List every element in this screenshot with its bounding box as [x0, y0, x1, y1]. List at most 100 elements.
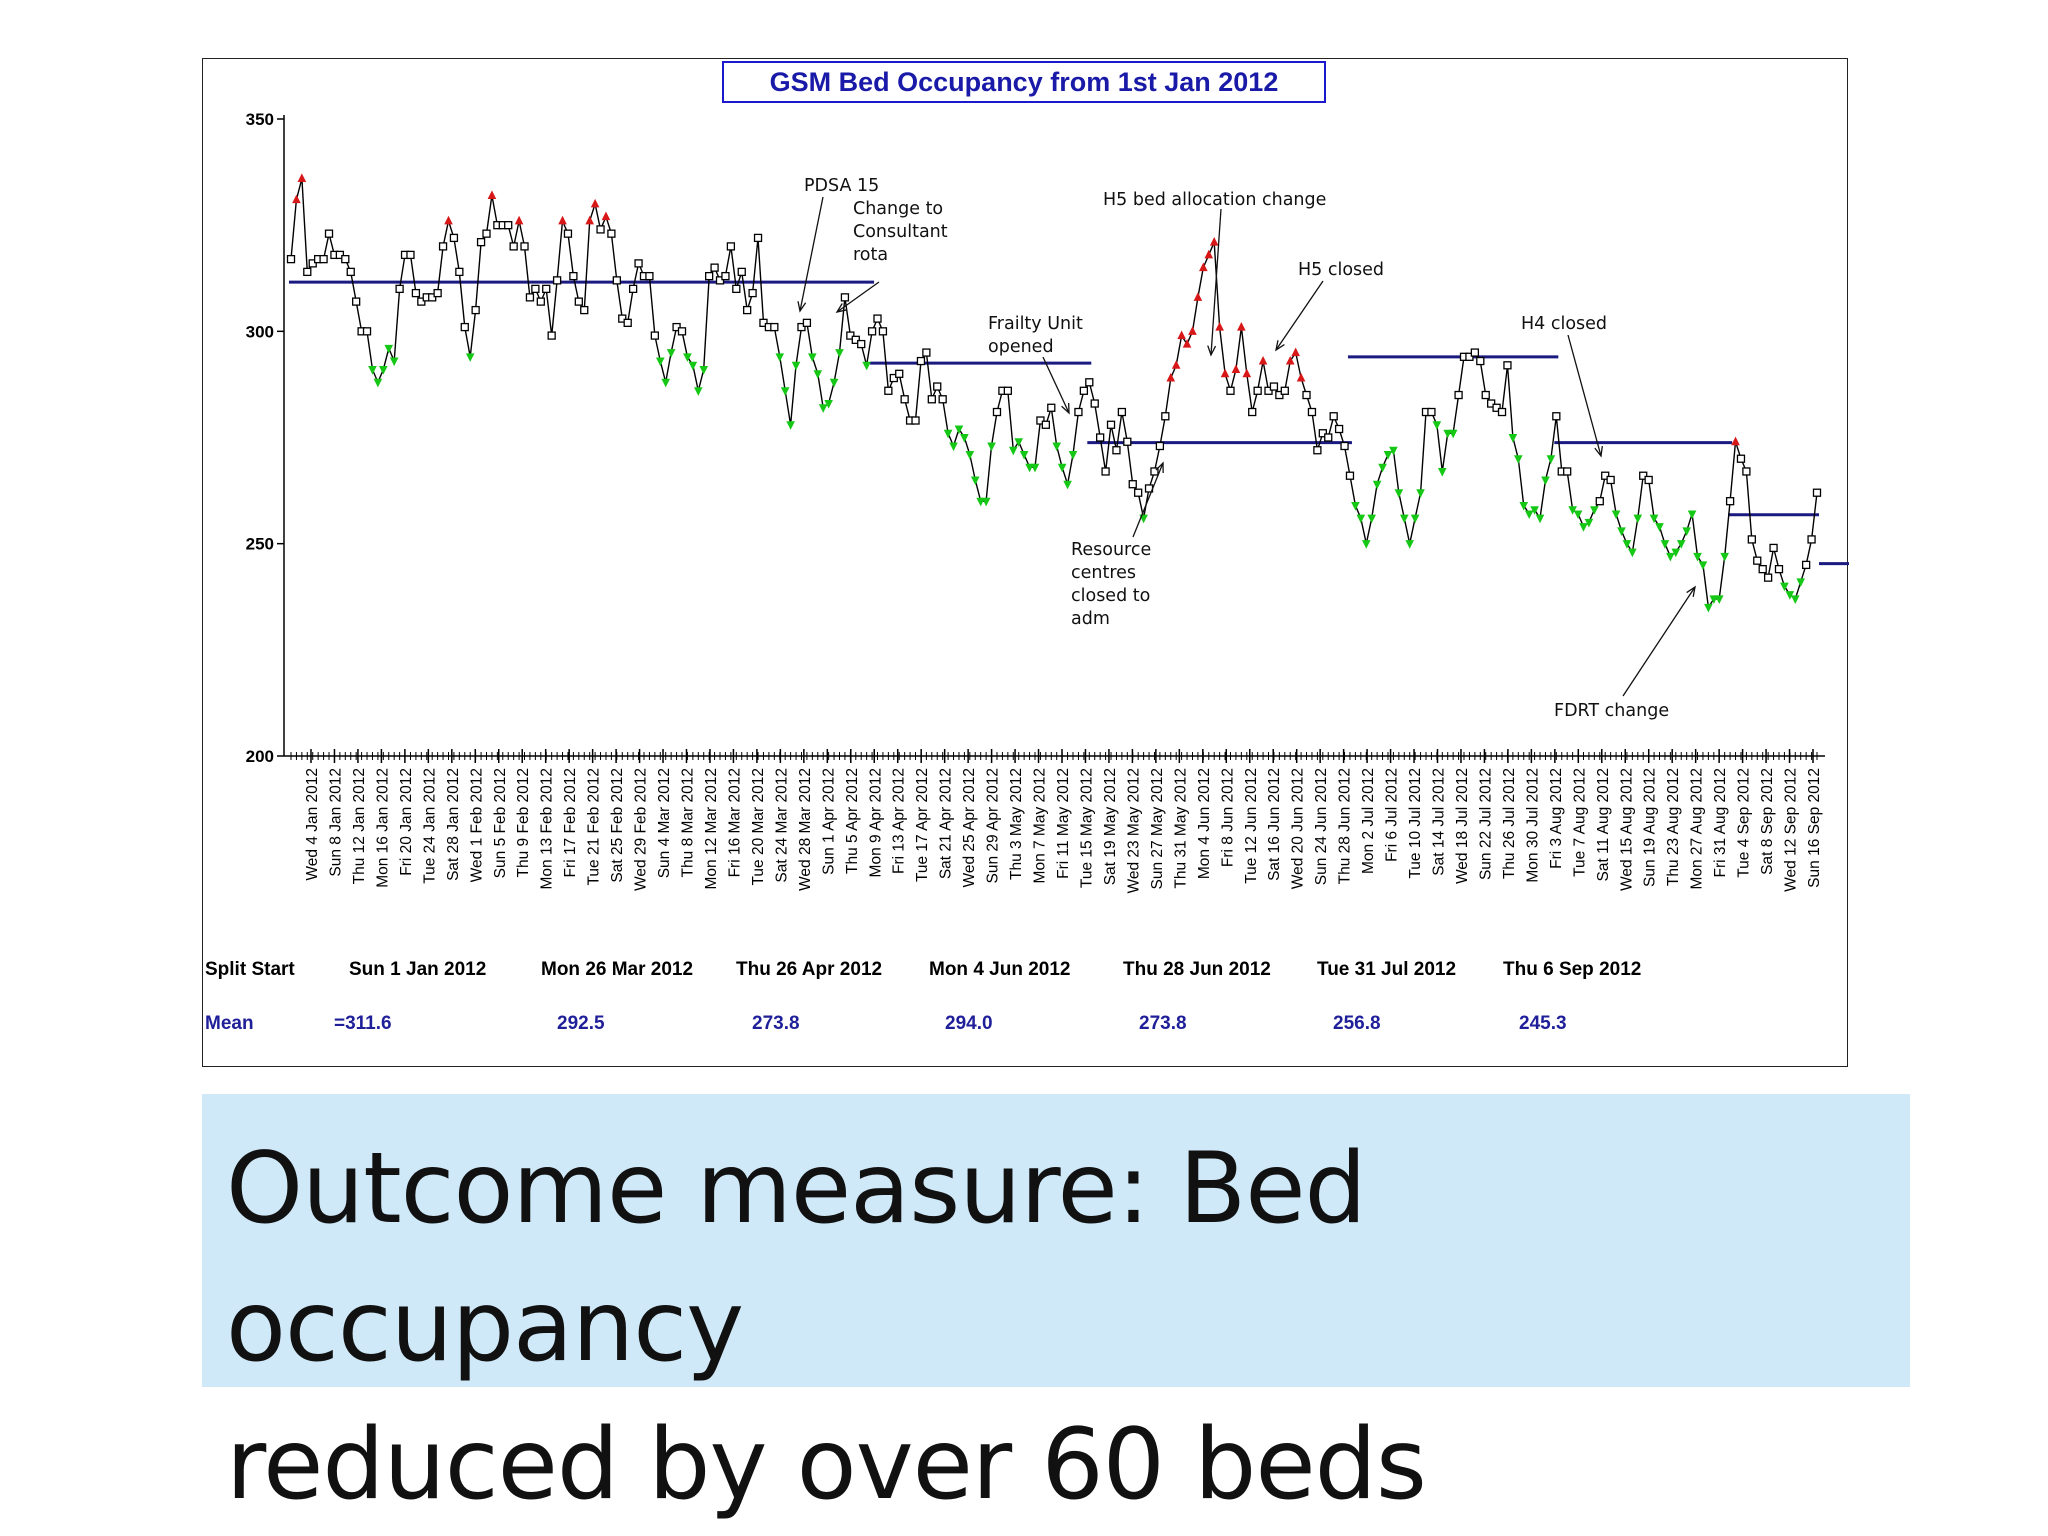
data-point	[1763, 573, 1773, 582]
data-point-low	[1579, 523, 1588, 532]
data-point-low	[1660, 540, 1670, 549]
data-point-low	[1790, 595, 1800, 604]
data-point	[406, 250, 415, 260]
data-point	[1801, 560, 1811, 570]
data-point-low	[368, 366, 377, 375]
data-point-low	[1628, 548, 1637, 558]
data-point	[873, 314, 882, 323]
x-tick-label: Tue 4 Sep 2012	[1736, 768, 1753, 878]
x-tick-label: Mon 13 Feb 2012	[539, 768, 556, 890]
x-tick-label: Wed 1 Feb 2012	[468, 768, 485, 882]
x-tick-label: Wed 25 Apr 2012	[961, 768, 978, 888]
series-markers	[286, 173, 1822, 613]
data-point	[1106, 420, 1116, 429]
data-point-low	[1405, 540, 1415, 549]
data-point-high	[1182, 338, 1192, 348]
data-point-low	[829, 378, 839, 388]
data-point-high	[1296, 372, 1306, 382]
data-point	[471, 305, 480, 315]
data-point	[324, 229, 334, 238]
x-tick-label: Sun 24 Jun 2012	[1313, 768, 1330, 885]
data-point	[449, 233, 459, 243]
annotations: PDSA 15 Change to Consultant rota Frailty Un…	[797, 176, 1696, 721]
caption-line-2: reduced by over 60 beds	[226, 1408, 1427, 1522]
x-tick-label: Fri 17 Feb 2012	[562, 768, 579, 877]
data-point	[1318, 429, 1327, 438]
x-tick-label: Sun 27 May 2012	[1149, 768, 1166, 890]
annotation: H4 closed	[1521, 314, 1607, 458]
data-point	[1595, 497, 1604, 506]
split-mean-value: 292.5	[557, 1013, 605, 1034]
data-point	[319, 254, 328, 264]
data-point-low	[1139, 514, 1148, 524]
annotation-text: PDSA 15	[804, 176, 879, 196]
split-start-date: Thu 6 Sep 2012	[1503, 959, 1641, 980]
data-point-low	[1383, 450, 1393, 460]
data-point	[1074, 407, 1083, 417]
data-point-low	[1008, 446, 1018, 456]
data-point-low	[1025, 463, 1034, 473]
data-point-high	[1237, 321, 1246, 331]
data-point	[846, 331, 855, 340]
data-point	[482, 229, 491, 238]
data-point	[1552, 412, 1561, 421]
data-point	[1769, 543, 1778, 553]
split-start-date: Mon 26 Mar 2012	[541, 959, 693, 980]
data-point	[1758, 564, 1767, 574]
x-minor-ticks	[290, 752, 1818, 760]
data-point-high	[514, 215, 524, 225]
data-point	[895, 369, 904, 378]
data-point	[1465, 352, 1474, 361]
x-tick-label: Thu 26 Jul 2012	[1501, 768, 1518, 879]
split-mean-value: 273.8	[752, 1013, 800, 1034]
data-point	[884, 386, 893, 395]
x-tick-label: Thu 31 May 2012	[1172, 768, 1189, 889]
data-point-low	[1611, 510, 1621, 520]
data-point	[933, 382, 942, 391]
data-point	[710, 263, 719, 272]
annotation: Resource centres closed to adm	[1071, 461, 1164, 629]
data-point	[1117, 407, 1127, 417]
data-point-high	[444, 215, 453, 225]
data-point-low	[1796, 578, 1806, 588]
data-point-high	[585, 215, 594, 225]
data-point-low	[1617, 527, 1626, 537]
split-mean-value: 273.8	[1139, 1013, 1187, 1034]
x-tick-label: Sun 1 Apr 2012	[820, 768, 837, 875]
y-tick-label: 350	[246, 110, 274, 129]
data-point	[851, 335, 860, 344]
data-point	[1112, 446, 1121, 455]
annotation-text: closed to	[1071, 586, 1150, 606]
x-tick-label: Fri 3 Aug 2012	[1548, 768, 1565, 869]
x-tick-label: Sat 24 Mar 2012	[773, 768, 790, 883]
data-point	[1101, 467, 1110, 476]
data-point	[411, 288, 421, 298]
data-point	[417, 297, 426, 306]
x-tick-label: Mon 2 Jul 2012	[1360, 768, 1377, 874]
data-point	[531, 284, 540, 294]
data-point	[672, 322, 681, 332]
x-tick-label: Sun 8 Jan 2012	[327, 768, 344, 877]
x-tick-label: Thu 8 Mar 2012	[680, 768, 697, 877]
data-point-low	[943, 429, 953, 439]
annotation: H5 bed allocation change	[1103, 190, 1326, 357]
annotation-text: Consultant	[853, 222, 948, 242]
data-point-low	[987, 442, 996, 452]
data-point-low	[373, 378, 383, 388]
data-point	[1096, 433, 1105, 442]
x-tick-label: Sat 25 Feb 2012	[609, 768, 626, 883]
x-tick-label: Tue 10 Jul 2012	[1407, 768, 1424, 879]
data-point-low	[688, 361, 698, 371]
data-point-low	[786, 421, 795, 430]
split-mean-value: 245.3	[1519, 1013, 1567, 1034]
annotation-arrow	[1042, 356, 1070, 414]
data-point-high	[1209, 237, 1219, 246]
chart-title-group: GSM Bed Occupancy from 1st Jan 2012	[722, 61, 1326, 103]
data-point-high	[1291, 347, 1300, 357]
caption-box: Outcome measure: Bed occupancy reduced b…	[202, 1094, 1910, 1522]
data-point	[460, 322, 469, 332]
x-tick-label: Fri 20 Jan 2012	[398, 768, 415, 876]
data-point-low	[1584, 518, 1594, 528]
x-tick-label: Tue 24 Jan 2012	[421, 768, 438, 884]
annotation-arrowhead	[835, 303, 847, 313]
